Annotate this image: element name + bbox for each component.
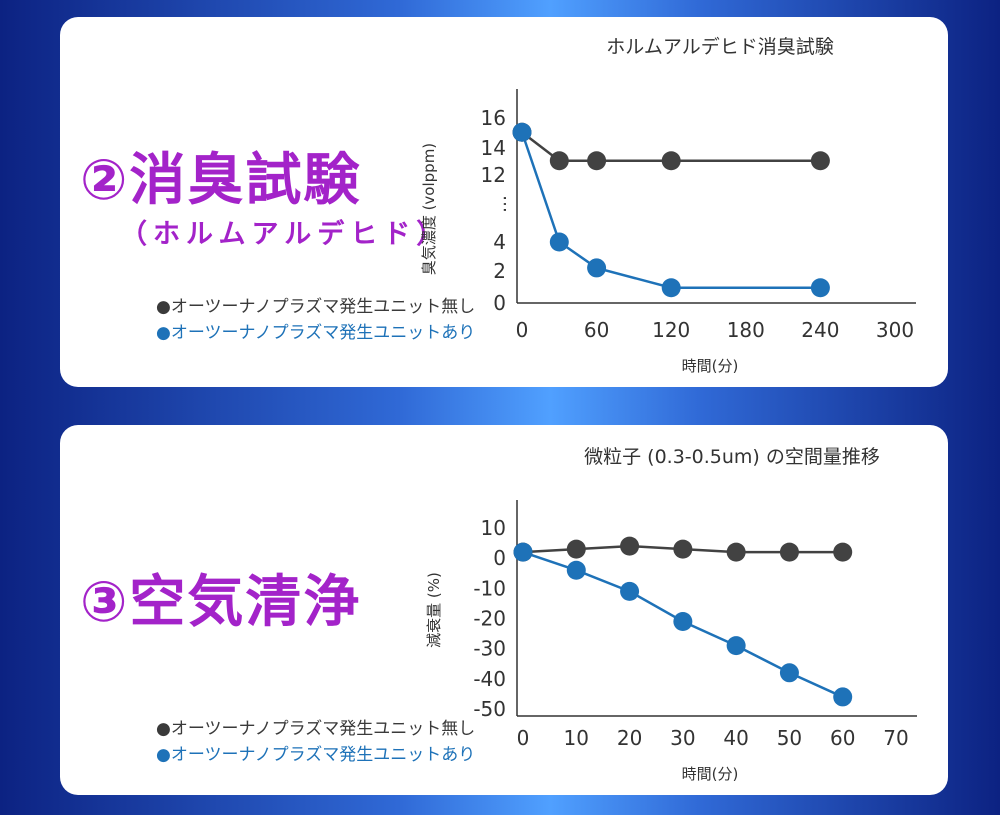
x-tick-label: 50 <box>777 726 802 750</box>
data-point-with <box>566 560 586 580</box>
data-point-without <box>549 151 569 171</box>
y-tick-label: -20 <box>473 607 506 631</box>
data-point-without <box>810 151 830 171</box>
y-axis-label: 臭気濃度 (volppm) <box>420 143 438 275</box>
x-tick-label: 70 <box>883 726 908 750</box>
x-tick-label: 240 <box>801 318 839 342</box>
x-tick-label: 40 <box>723 726 748 750</box>
data-point-without <box>587 151 607 171</box>
section-title-air-purification: ③空気清浄 <box>80 570 362 635</box>
data-point-with <box>726 636 746 656</box>
data-point-with <box>661 278 681 298</box>
data-point-without <box>726 542 746 562</box>
section-title-deodorization: ②消臭試験 <box>80 148 362 213</box>
data-point-with <box>833 687 853 707</box>
data-point-without <box>779 542 799 562</box>
data-point-without <box>566 539 586 559</box>
y-axis-break: … <box>490 195 511 213</box>
legend-item-without: ●オーツーナノプラズマ発生ユニット無し <box>156 297 476 317</box>
section-subtitle-formaldehyde: （ホルムアルデヒド） <box>120 219 450 250</box>
x-tick-label: 20 <box>617 726 642 750</box>
data-point-with <box>779 663 799 683</box>
x-tick-label: 180 <box>727 318 765 342</box>
y-tick-label: 10 <box>481 516 506 540</box>
x-tick-label: 300 <box>876 318 914 342</box>
x-tick-label: 60 <box>584 318 609 342</box>
chart-title: ホルムアルデヒド消臭試験 <box>606 36 833 58</box>
x-tick-label: 10 <box>564 726 589 750</box>
deodorization-panel: ②消臭試験 （ホルムアルデヒド） ●オーツーナノプラズマ発生ユニット無し ●オー… <box>60 17 948 387</box>
data-point-with <box>549 232 569 252</box>
y-tick-label: -50 <box>473 697 506 721</box>
x-tick-label: 30 <box>670 726 695 750</box>
formaldehyde-chart: ホルムアルデヒド消臭試験 0 2 4 12 14 16 … 0 60 120 180 240 300 時間(… <box>420 36 916 375</box>
x-tick-label: 120 <box>652 318 690 342</box>
x-tick-label: 0 <box>517 726 530 750</box>
y-tick-label: -30 <box>473 637 506 661</box>
y-tick-label: -40 <box>473 667 506 691</box>
y-tick-label: 0 <box>493 291 506 315</box>
data-point-with <box>587 258 607 278</box>
data-point-without <box>620 536 640 556</box>
y-tick-label: 2 <box>493 259 506 283</box>
data-point-with <box>810 278 830 298</box>
particle-chart: 微粒子 (0.3-0.5um) の空間量推移 10 0 -10 -20 -30 -40 -50… <box>425 446 917 783</box>
y-tick-label: 14 <box>481 136 506 160</box>
x-axis-label: 時間(分) <box>682 357 739 375</box>
legend: ●オーツーナノプラズマ発生ユニット無し ●オーツーナノプラズマ発生ユニットあり <box>156 294 475 346</box>
chart-title: 微粒子 (0.3-0.5um) の空間量推移 <box>584 446 880 468</box>
data-point-with <box>512 122 532 142</box>
data-point-with <box>513 542 533 562</box>
x-tick-label: 60 <box>830 726 855 750</box>
data-point-with <box>620 581 640 601</box>
air-purification-panel: ③空気清浄 ●オーツーナノプラズマ発生ユニット無し ●オーツーナノプラズマ発生ユ… <box>60 425 948 795</box>
x-tick-label: 0 <box>516 318 529 342</box>
y-tick-label: 4 <box>493 230 506 254</box>
data-point-without <box>833 542 853 562</box>
data-point-without <box>673 539 693 559</box>
data-point-without <box>661 151 681 171</box>
y-tick-label: 12 <box>481 163 506 187</box>
x-axis-label: 時間(分) <box>682 765 739 783</box>
legend: ●オーツーナノプラズマ発生ユニット無し ●オーツーナノプラズマ発生ユニットあり <box>156 716 475 768</box>
data-point-with <box>673 612 693 632</box>
legend-item-without: ●オーツーナノプラズマ発生ユニット無し <box>156 719 476 739</box>
y-tick-label: -10 <box>473 576 506 600</box>
legend-item-with: ●オーツーナノプラズマ発生ユニットあり <box>156 745 476 765</box>
y-tick-label: 0 <box>493 546 506 570</box>
legend-item-with: ●オーツーナノプラズマ発生ユニットあり <box>156 323 476 343</box>
y-tick-label: 16 <box>481 106 506 130</box>
y-axis-label: 減衰量 (%) <box>425 572 443 648</box>
